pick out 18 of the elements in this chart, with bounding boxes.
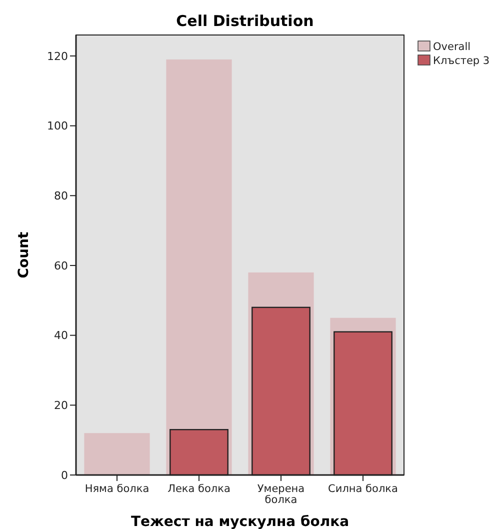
y-tick-label: 120 xyxy=(47,50,68,63)
y-tick-label: 60 xyxy=(54,259,68,272)
y-tick-label: 20 xyxy=(54,399,68,412)
y-tick-label: 80 xyxy=(54,189,68,202)
x-tick-label: Няма болка xyxy=(84,483,150,495)
chart-title: Cell Distribution xyxy=(176,12,314,30)
legend-label: Клъстер 3 xyxy=(433,55,490,67)
bar xyxy=(84,433,150,475)
y-tick-label: 0 xyxy=(61,468,68,482)
x-tick-label: Умерена болка xyxy=(257,483,305,506)
y-axis-title: Count xyxy=(16,231,32,278)
y-tick-label: 40 xyxy=(54,329,68,342)
x-tick-label: Силна болка xyxy=(328,483,398,495)
legend-label: Overall xyxy=(433,41,471,53)
bar xyxy=(166,59,232,475)
x-axis-title: Тежест на мускулна болка xyxy=(130,514,350,529)
y-tick-label: 100 xyxy=(47,120,68,133)
x-tick-label: Лека болка xyxy=(168,483,230,495)
